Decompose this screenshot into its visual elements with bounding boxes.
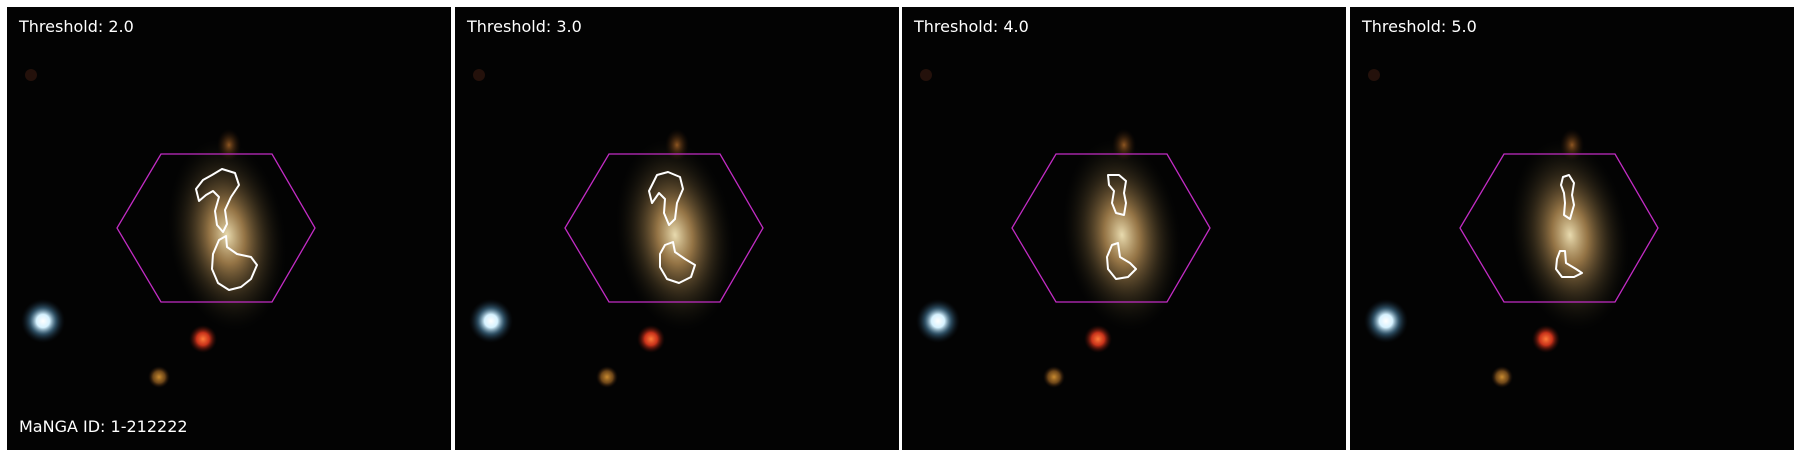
sky-image <box>902 7 1346 450</box>
faint-source <box>473 69 485 81</box>
galaxy <box>1063 139 1181 331</box>
contour-lower <box>659 241 696 284</box>
galaxy <box>1511 139 1629 331</box>
contour-upper <box>1560 174 1575 220</box>
orange-source <box>148 366 170 388</box>
ifu-hexagon <box>1011 153 1211 303</box>
blue-star <box>1364 299 1408 343</box>
contour-upper <box>1107 174 1127 216</box>
ifu-hexagon <box>116 153 316 303</box>
orange-source <box>1491 366 1513 388</box>
galaxy-knot <box>665 129 689 161</box>
blue-star <box>469 299 513 343</box>
galaxy-knot <box>1112 129 1136 161</box>
image-panel-4: Threshold: 5.0 <box>1350 7 1794 450</box>
blue-star <box>916 299 960 343</box>
red-source <box>1084 325 1112 353</box>
red-source <box>637 325 665 353</box>
sky-image <box>455 7 899 450</box>
ifu-hexagon <box>1459 153 1659 303</box>
threshold-label: Threshold: 2.0 <box>19 17 134 36</box>
contour-lower <box>1555 250 1583 278</box>
sky-image <box>1350 7 1794 450</box>
faint-source <box>1368 69 1380 81</box>
image-panel-3: Threshold: 4.0 <box>902 7 1346 450</box>
contour-upper <box>195 168 240 233</box>
image-panel-2: Threshold: 3.0 <box>455 7 899 450</box>
threshold-label: Threshold: 5.0 <box>1362 17 1477 36</box>
orange-source <box>596 366 618 388</box>
faint-source <box>920 69 932 81</box>
red-source <box>1532 325 1560 353</box>
contour-upper <box>648 171 684 226</box>
manga-id-label: MaNGA ID: 1-212222 <box>19 417 188 436</box>
threshold-label: Threshold: 4.0 <box>914 17 1029 36</box>
galaxy-knot <box>217 129 241 161</box>
faint-source <box>25 69 37 81</box>
threshold-label: Threshold: 3.0 <box>467 17 582 36</box>
blue-star <box>21 299 65 343</box>
image-panel-1: Threshold: 2.0 MaNGA ID: 1-212222 <box>7 7 451 450</box>
galaxy-knot <box>1560 129 1584 161</box>
contour-lower <box>1106 242 1137 280</box>
red-source <box>189 325 217 353</box>
ifu-hexagon <box>564 153 764 303</box>
orange-source <box>1043 366 1065 388</box>
sky-image <box>7 7 451 450</box>
contour-lower <box>211 235 258 291</box>
galaxy <box>616 139 734 331</box>
